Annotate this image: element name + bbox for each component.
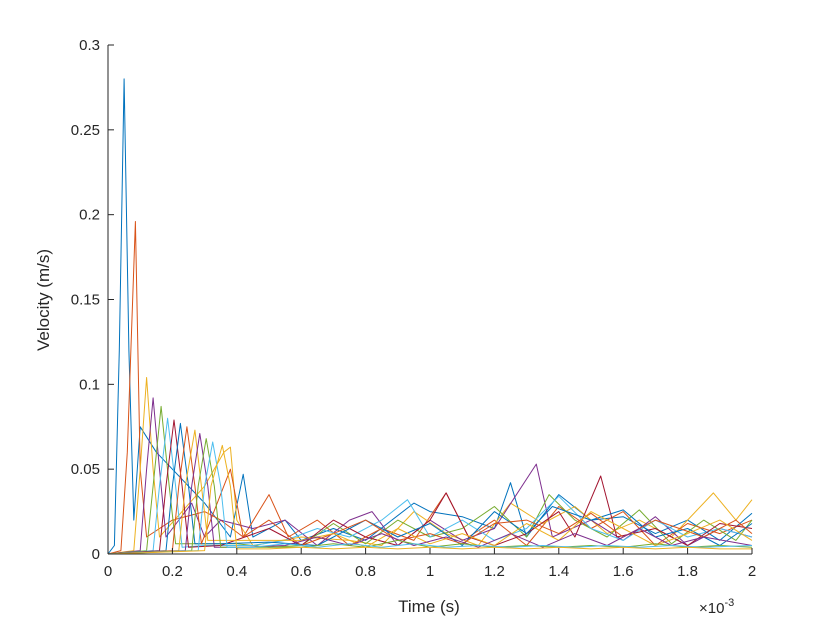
- x-exponent-power: -3: [724, 597, 734, 609]
- y-tick-label: 0.15: [71, 292, 100, 309]
- y-tick-label: 0.25: [71, 122, 100, 139]
- x-tick-label: 1.4: [548, 563, 569, 580]
- x-tick-label: 1.6: [613, 563, 634, 580]
- x-tick-label: 2: [748, 563, 756, 580]
- x-tick-label: 1.2: [484, 563, 505, 580]
- series-line-3: [107, 377, 753, 555]
- series-line-7: [107, 419, 753, 555]
- series-line-5: [107, 405, 753, 555]
- x-tick-label: 0.8: [355, 563, 376, 580]
- x-exponent-base: ×10: [699, 600, 724, 617]
- series-line-8: [107, 422, 753, 555]
- x-tick-label: 0.6: [291, 563, 312, 580]
- plot-series: [107, 78, 753, 555]
- series-line-10: [107, 429, 753, 555]
- y-tick-label: 0.1: [79, 376, 100, 393]
- axes: [107, 44, 753, 555]
- y-axis-label: Velocity (m/s): [34, 249, 53, 351]
- series-line-2: [107, 221, 753, 555]
- x-tick-label: 0.2: [162, 563, 183, 580]
- series-line-14: [107, 444, 752, 555]
- x-tick-label: 1.8: [677, 563, 698, 580]
- series-line-4: [107, 397, 753, 555]
- y-tick-label: 0.3: [79, 37, 100, 54]
- x-tick-label: 1: [426, 563, 434, 580]
- x-tick-label: 0: [104, 563, 112, 580]
- x-tick-label: 0.4: [226, 563, 247, 580]
- series-line-1: [107, 78, 753, 555]
- y-tick-label: 0.05: [71, 461, 100, 478]
- y-tick-label: 0: [92, 546, 100, 563]
- series-line-11: [107, 433, 753, 555]
- y-tick-label: 0.2: [79, 207, 100, 224]
- x-exponent-label: ×10-3: [699, 597, 734, 617]
- tick-labels: 0 0.2 0.4 0.6 0.8 1 1.2 1.4 1.6 1.8 2 0 0.05 0.1 0.15 0…: [71, 37, 756, 580]
- x-axis-label: Time (s): [398, 597, 460, 616]
